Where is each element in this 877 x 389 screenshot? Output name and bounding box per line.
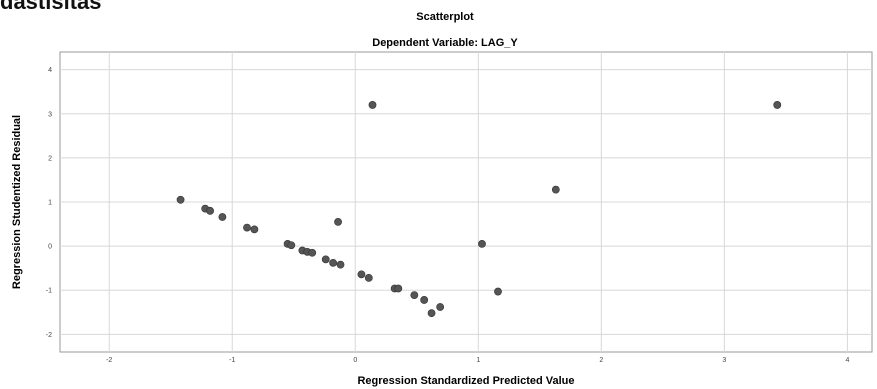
- scatter-point: [478, 240, 486, 248]
- scatter-point: [243, 223, 251, 232]
- x-tick-label: 3: [722, 357, 726, 364]
- scatter-point: [551, 185, 560, 194]
- x-tick-label: 4: [845, 357, 849, 364]
- scatter-point: [329, 258, 338, 267]
- scatter-point: [420, 296, 429, 304]
- x-tick-label: 1: [476, 357, 480, 364]
- scatter-point: [410, 291, 419, 299]
- scatter-point: [206, 206, 214, 215]
- scatter-point: [287, 241, 296, 250]
- grid-lines: [60, 52, 872, 352]
- section-heading: dastisitas: [0, 0, 102, 14]
- scatter-point: [250, 225, 259, 234]
- y-tick-label: 2: [48, 155, 52, 162]
- y-tick-label: -1: [46, 288, 52, 295]
- scatter-point: [334, 217, 342, 226]
- y-axis-label: Regression Studentized Residual: [11, 115, 23, 289]
- x-tick-label: -1: [229, 357, 235, 364]
- y-tick-label: -2: [46, 332, 52, 339]
- scatter-point: [364, 273, 373, 282]
- y-tick-label: 4: [48, 67, 52, 74]
- scatter-point: [427, 309, 436, 318]
- scatter-point: [773, 101, 782, 109]
- data-points: [176, 101, 782, 318]
- chart-title: Scatterplot: [416, 11, 474, 23]
- y-tick-label: 1: [48, 200, 52, 207]
- scatter-point: [436, 303, 445, 311]
- tick-labels: -2 -1 0 1 2 3 4 -2 -1 0 1 2 3 4: [46, 67, 850, 364]
- chart-subtitle: Dependent Variable: LAG_Y: [372, 37, 518, 49]
- scatter-point: [218, 213, 227, 221]
- y-tick-label: 3: [48, 111, 52, 118]
- scatter-point: [494, 287, 502, 296]
- scatter-point: [368, 101, 377, 109]
- scatter-point: [176, 195, 185, 204]
- scatter-point: [336, 260, 345, 269]
- x-tick-label: 0: [353, 357, 357, 364]
- scatter-point: [394, 284, 403, 293]
- scatter-point: [308, 248, 317, 257]
- scatter-point: [321, 255, 330, 264]
- x-axis-label: Regression Standardized Predicted Value: [357, 375, 574, 387]
- y-tick-label: 0: [48, 244, 52, 251]
- scatter-point: [357, 270, 366, 279]
- x-tick-label: 2: [599, 357, 603, 364]
- x-tick-label: -2: [106, 357, 112, 364]
